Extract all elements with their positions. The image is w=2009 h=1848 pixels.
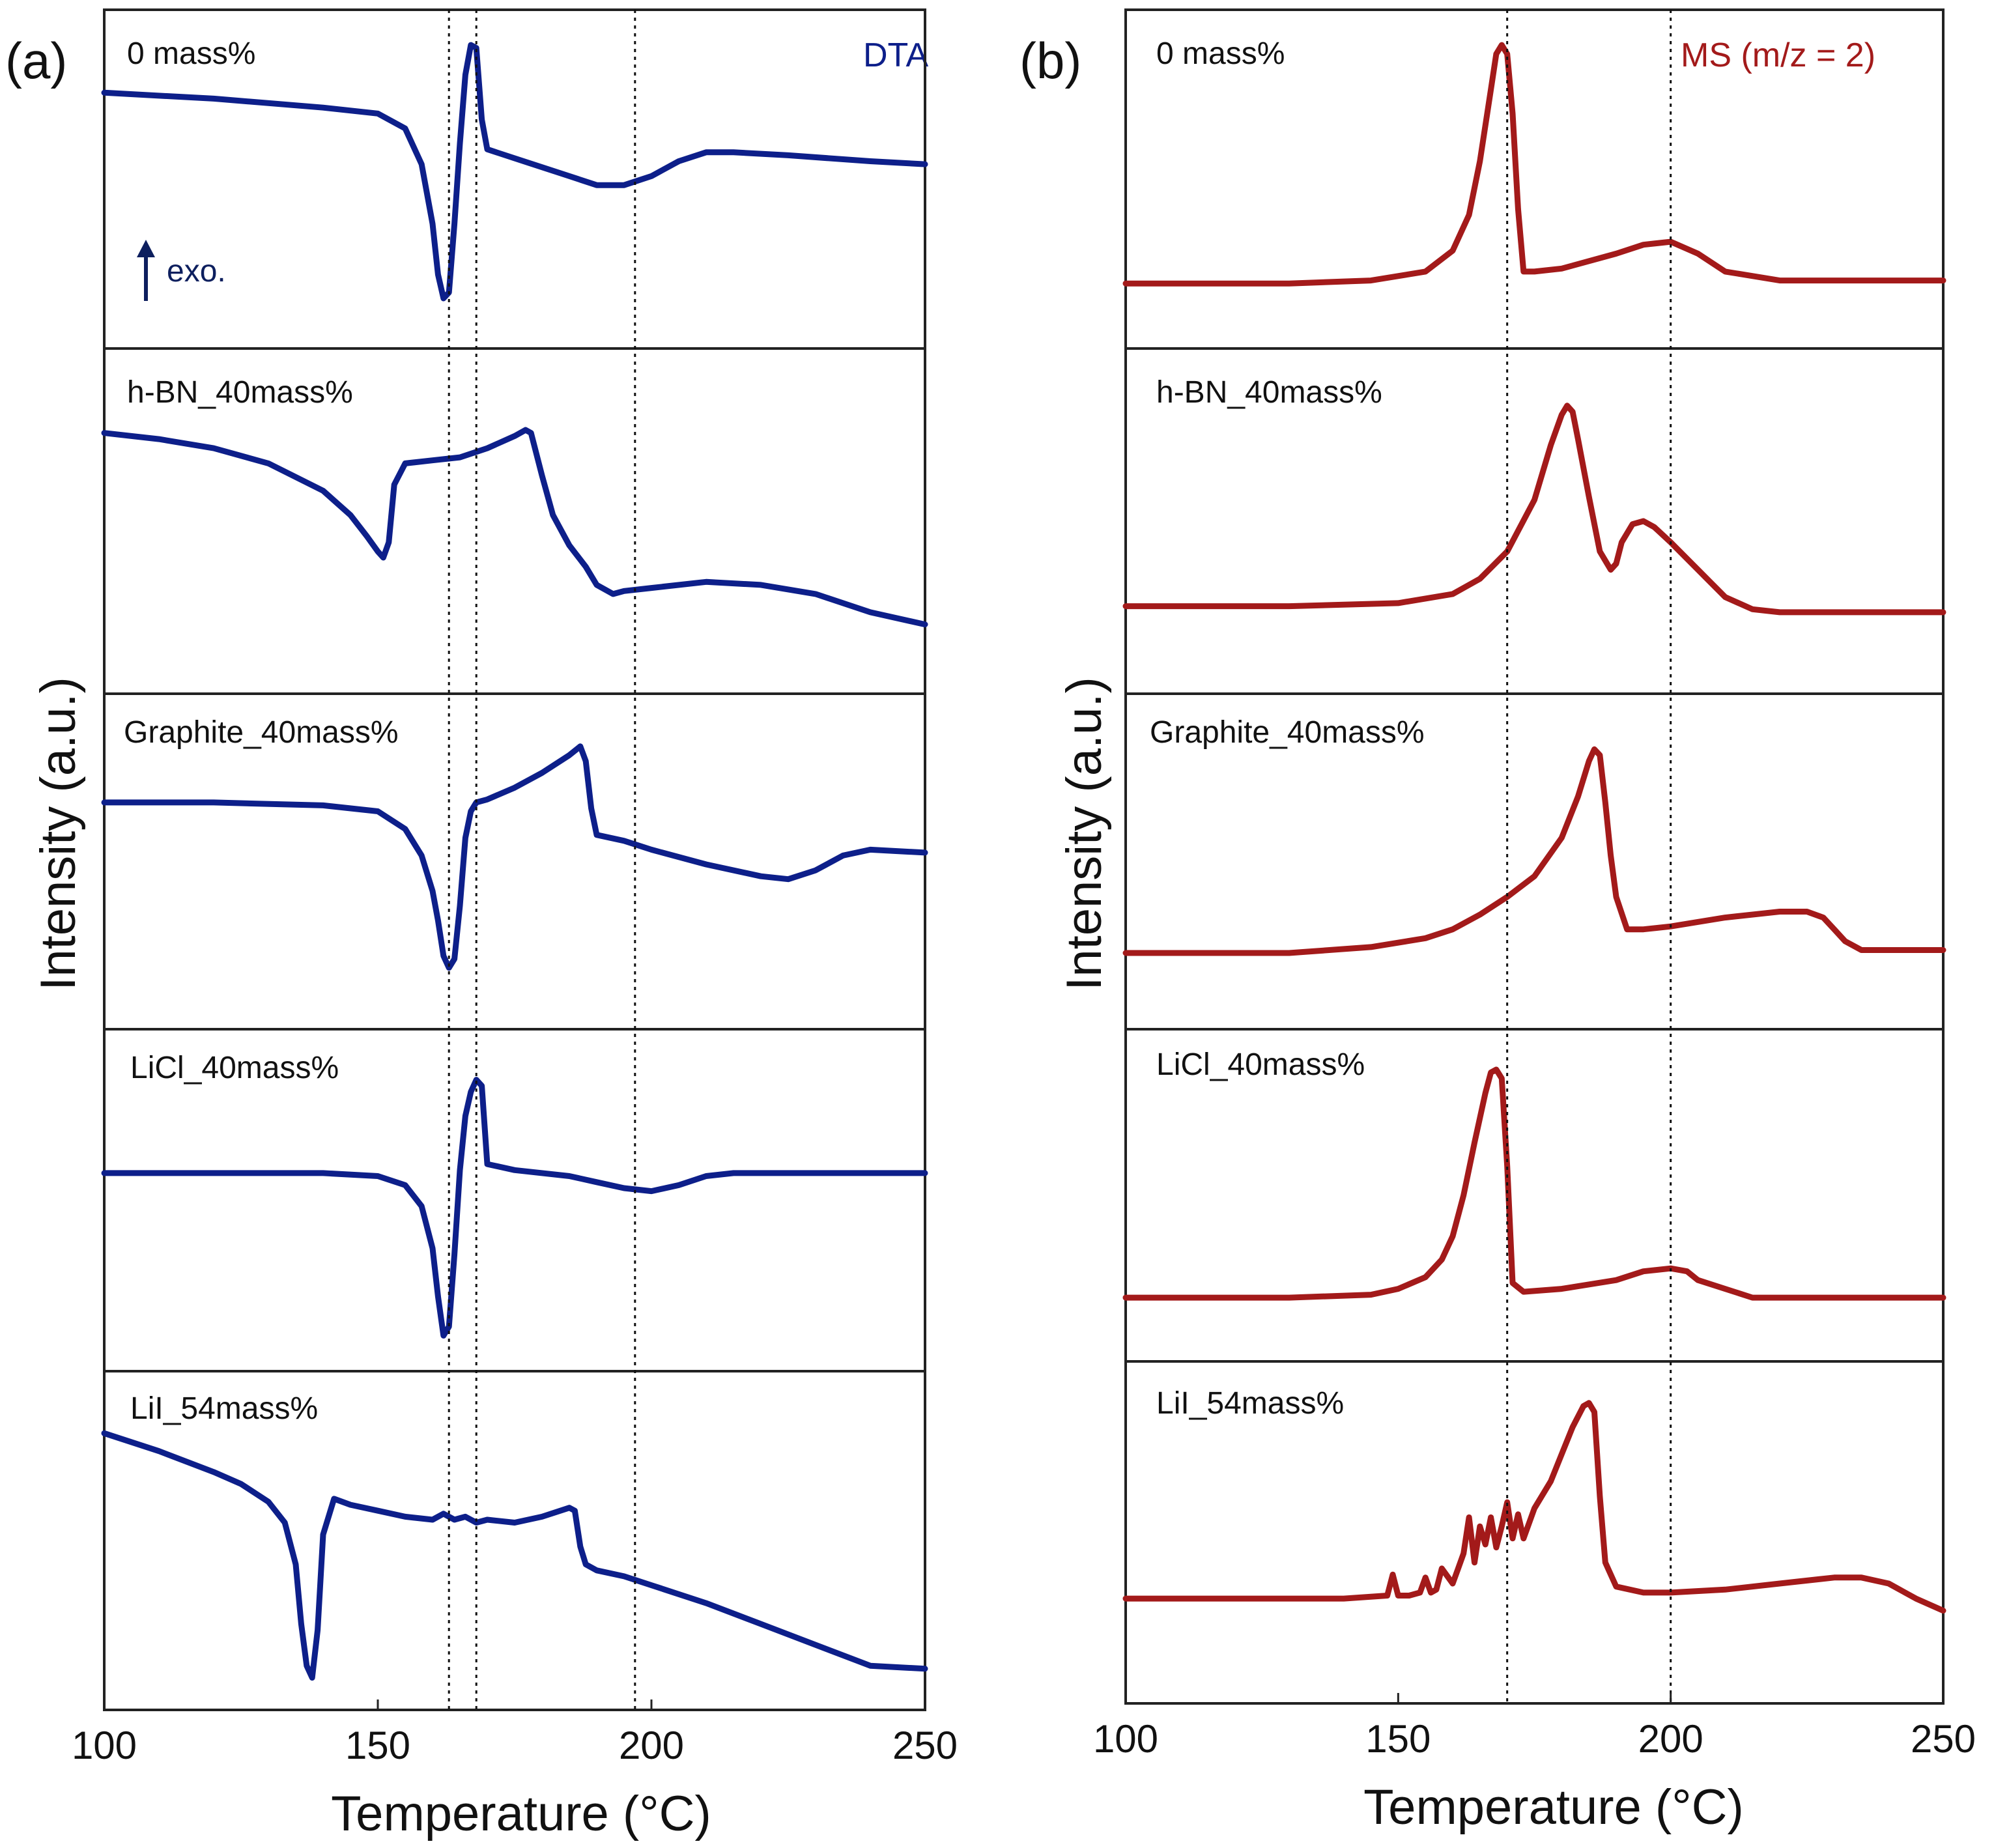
panel-a-curve-2 <box>101 427 928 628</box>
panel-b-x-tick-label-4: 250 <box>1911 1717 1976 1761</box>
panel-b-sample-label-3: Graphite_40mass% <box>1150 715 1425 750</box>
panel-a-curve-5 <box>101 1430 928 1681</box>
panel-a-letter: (a) <box>5 32 67 89</box>
exo-arrow-head-icon <box>137 240 155 257</box>
exo-annotation: exo. <box>167 254 226 289</box>
panel-b-x-axis-title: Temperature (°C) <box>1363 1780 1744 1835</box>
panel-b-x-tick-label-3: 200 <box>1638 1717 1703 1761</box>
panel-b-x-ticks <box>1124 1693 1945 1703</box>
panel-a-dta: (a) DTA Intensity (a.u.) Temperature (°C… <box>5 8 958 1841</box>
panel-b-sample-label-2: h-BN_40mass% <box>1156 375 1382 410</box>
panel-b-subplot-2: h-BN_40mass% <box>1122 347 1946 695</box>
panel-b-x-tick-labels: 100 150 200 250 <box>1093 1717 1976 1761</box>
panel-b-x-tick-label-1: 100 <box>1093 1717 1158 1761</box>
panel-b-sample-label-1: 0 mass% <box>1156 36 1285 71</box>
panel-a-subplots: 0 mass% h-BN_40mass% Graphite_40mass% Li… <box>101 8 928 1711</box>
panel-b-x-tick-label-2: 150 <box>1365 1717 1431 1761</box>
panel-a-sample-label-1: 0 mass% <box>127 36 255 71</box>
panel-a-x-tick-label-3: 200 <box>619 1724 684 1767</box>
panel-a-frame-5 <box>103 1370 926 1711</box>
panel-a-curve-3 <box>101 743 928 971</box>
panel-a-x-axis-title: Temperature (°C) <box>331 1786 711 1841</box>
panel-a-sample-label-5: LiI_54mass% <box>130 1391 318 1426</box>
panel-b-curve-2 <box>1122 403 1946 616</box>
panel-b-curve-4 <box>1122 1066 1946 1301</box>
panel-a-curve-1 <box>101 42 928 302</box>
panel-b-sample-label-4: LiCl_40mass% <box>1156 1047 1365 1082</box>
panel-b-subplot-4: LiCl_40mass% <box>1122 1028 1946 1363</box>
panel-a-guide-lines <box>448 10 636 1710</box>
panel-b-subplot-3: Graphite_40mass% <box>1122 692 1946 1031</box>
panel-b-subplots: 0 mass% h-BN_40mass% Graphite_40mass% Li… <box>1122 8 1946 1705</box>
panel-b-ms: (b) MS (m/z = 2) Intensity (a.u.) Temper… <box>1019 8 1976 1835</box>
panel-b-signal-label: MS (m/z = 2) <box>1681 36 1875 74</box>
panel-b-sample-label-5: LiI_54mass% <box>1156 1386 1344 1421</box>
panel-a-sample-label-4: LiCl_40mass% <box>130 1051 339 1085</box>
panel-a-subplot-5: LiI_54mass% <box>101 1370 928 1711</box>
panel-a-x-tick-label-2: 150 <box>345 1724 410 1767</box>
panel-a-x-tick-labels: 100 150 200 250 <box>72 1724 958 1767</box>
panel-b-guide-lines <box>1506 10 1672 1703</box>
panel-b-curve-5 <box>1122 1400 1946 1614</box>
panel-a-subplot-1: 0 mass% <box>101 8 928 350</box>
panel-b-frame-5 <box>1124 1360 1945 1705</box>
panel-a-signal-label: DTA <box>863 36 928 74</box>
panel-b-subplot-5: LiI_54mass% <box>1122 1360 1946 1705</box>
panel-a-x-ticks <box>103 1699 926 1710</box>
panel-a-subplot-4: LiCl_40mass% <box>101 1028 928 1372</box>
panel-a-y-axis-title: Intensity (a.u.) <box>31 677 86 991</box>
panel-a-x-tick-label-4: 250 <box>892 1724 958 1767</box>
panel-a-subplot-3: Graphite_40mass% <box>101 692 928 1031</box>
panel-a-curve-4 <box>101 1077 928 1339</box>
panel-b-letter: (b) <box>1019 32 1081 89</box>
panel-b-curve-1 <box>1122 42 1946 287</box>
panel-a-sample-label-2: h-BN_40mass% <box>127 375 353 410</box>
panel-a-x-tick-label-1: 100 <box>72 1724 137 1767</box>
panel-a-sample-label-3: Graphite_40mass% <box>124 715 399 750</box>
panel-b-y-axis-title: Intensity (a.u.) <box>1057 677 1112 991</box>
panel-b-curve-3 <box>1122 746 1946 956</box>
panel-a-subplot-2: h-BN_40mass% <box>101 347 928 695</box>
